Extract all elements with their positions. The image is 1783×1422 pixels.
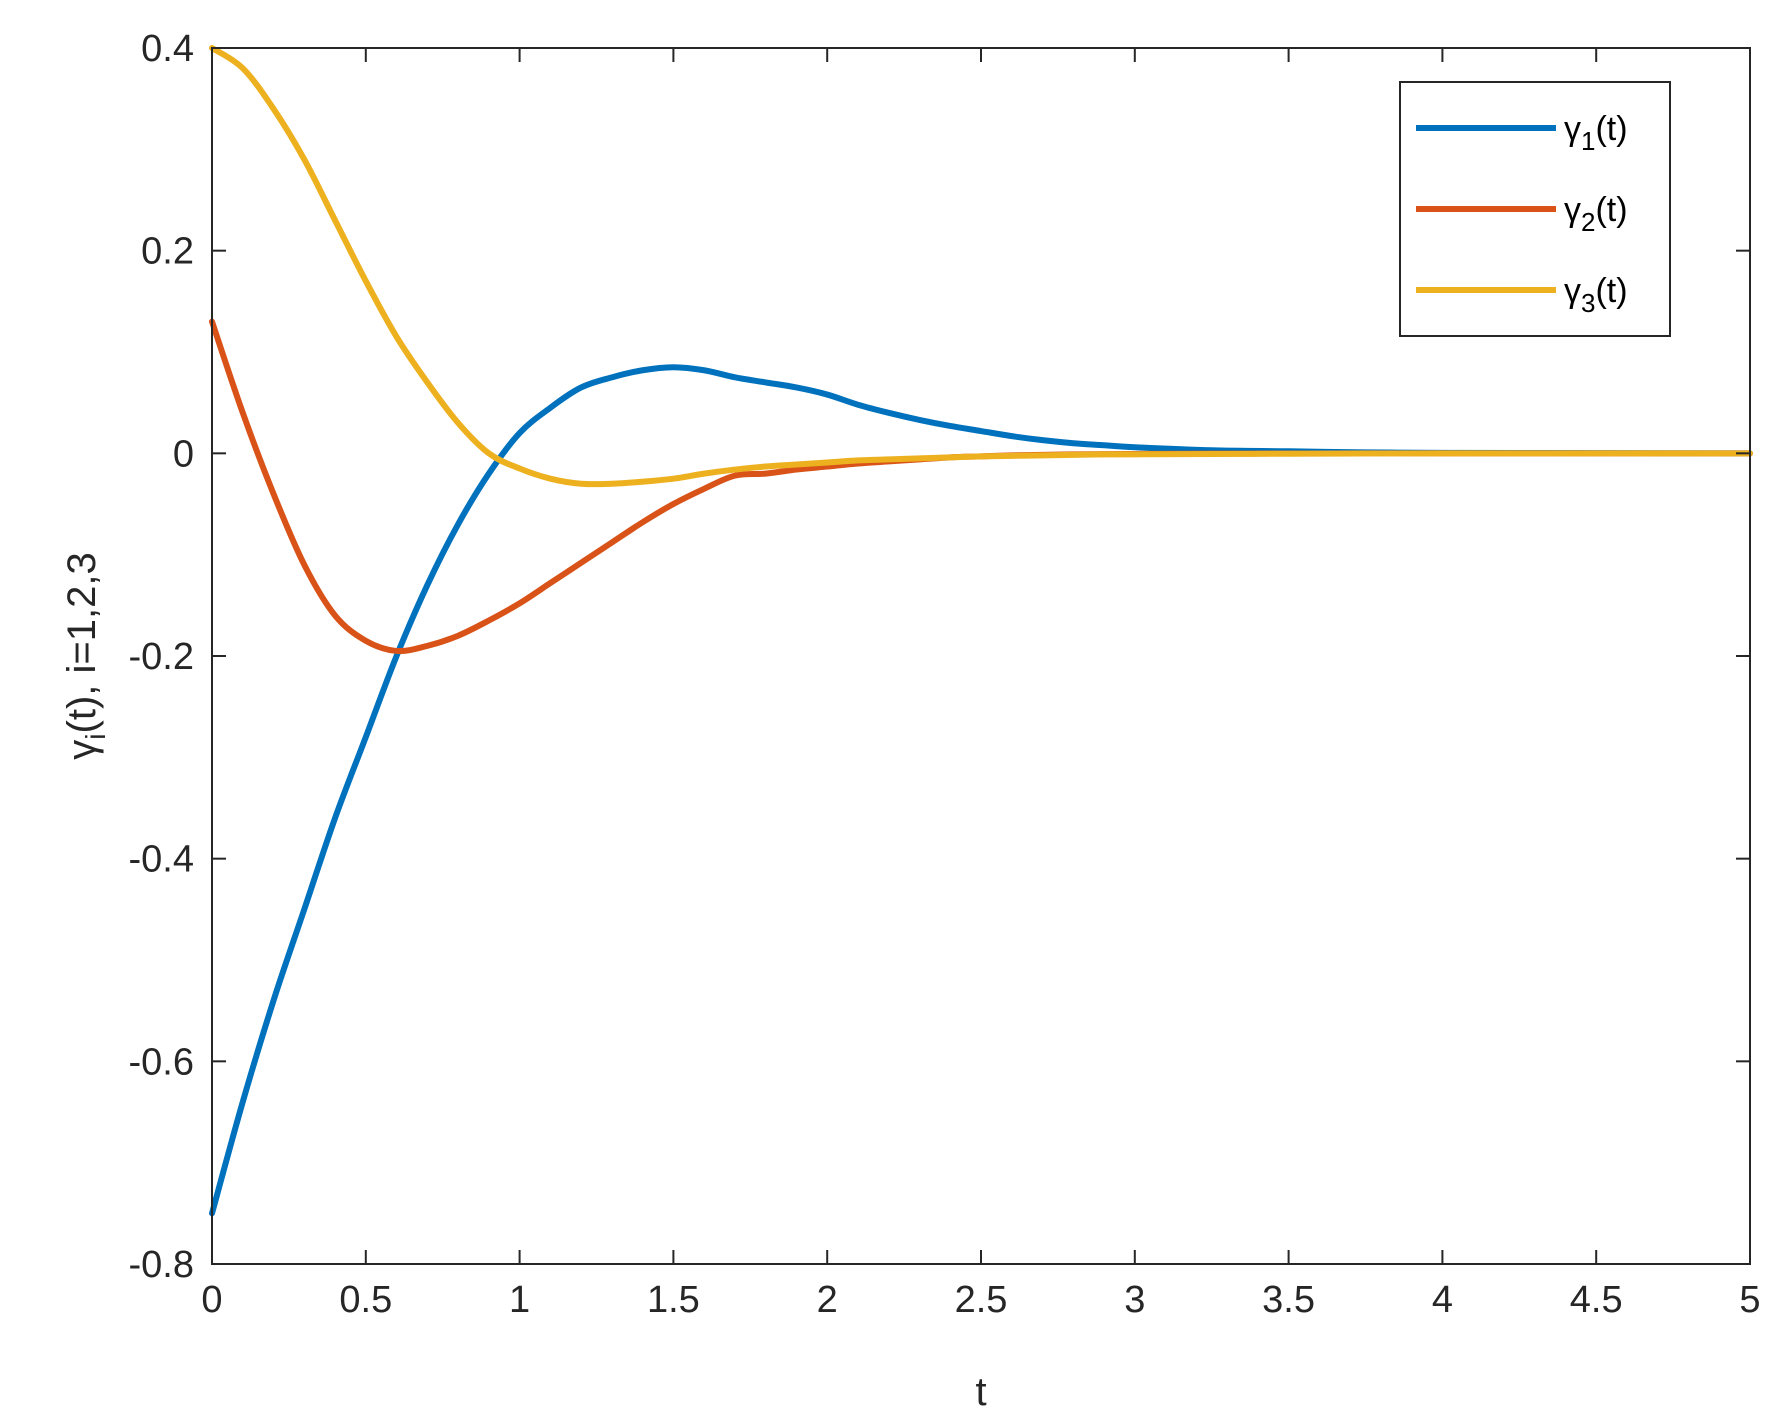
y-tick-label: -0.6: [129, 1041, 194, 1083]
x-tick-label: 0.5: [339, 1279, 392, 1321]
series-layer: [209, 45, 1753, 1217]
legend-label-gamma3: γ3(t): [1564, 272, 1628, 318]
y-tick-label: 0: [173, 433, 194, 475]
y-tick-label: -0.2: [129, 636, 194, 678]
legend: γ1(t) γ2(t) γ3(t): [1399, 81, 1671, 337]
y-tick-label: 0.2: [141, 231, 194, 273]
y-tick-label: -0.4: [129, 839, 194, 881]
series-line-gamma1: [209, 364, 1753, 1217]
x-tick-label: 4.5: [1570, 1279, 1623, 1321]
y-tick-label: -0.8: [129, 1244, 194, 1286]
x-tick-label: 3.5: [1262, 1279, 1315, 1321]
series-line-gamma3: [209, 45, 1753, 488]
x-tick-label: 2.5: [955, 1279, 1008, 1321]
x-tick-label: 3: [1124, 1279, 1145, 1321]
x-tick-label: 0: [201, 1279, 222, 1321]
legend-label-gamma2: γ2(t): [1564, 191, 1628, 237]
y-tick-label: 0.4: [141, 28, 194, 70]
x-tick-label: 1.5: [647, 1279, 700, 1321]
x-tick-label: 1: [509, 1279, 530, 1321]
x-tick-label: 2: [817, 1279, 838, 1321]
legend-label-gamma1: γ1(t): [1564, 110, 1628, 156]
y-axis-label: γi(t), i=1,2,3: [60, 552, 111, 759]
ticks-layer: 0 0.5 1 1.5 2 2.5 3 3.5 4 4.5 5 -0.8 -0.6 -0.4 -0.2 0 0.…: [129, 28, 1761, 1321]
x-axis-label: t: [975, 1370, 986, 1414]
x-tick-label: 5: [1739, 1279, 1760, 1321]
x-tick-label: 4: [1432, 1279, 1453, 1321]
